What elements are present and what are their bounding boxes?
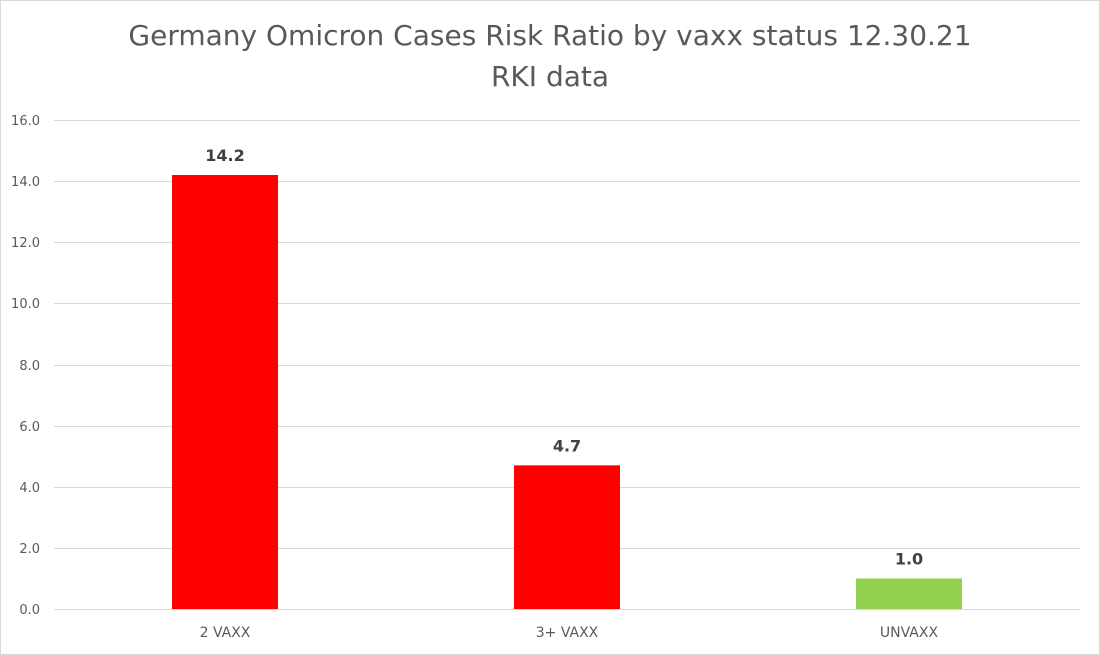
bar-2-vaxx [172,175,278,609]
bar-unvaxx [856,578,962,609]
y-tick-label: 12.0 [11,236,40,251]
data-labels: 14.2 4.7 1.0 [205,146,923,568]
y-axis-ticks: 0.0 2.0 4.0 6.0 8.0 10.0 12.0 14.0 16.0 [11,114,40,618]
y-tick-label: 4.0 [19,481,40,496]
x-axis-ticks: 2 VAXX 3+ VAXX UNVAXX [200,625,939,641]
x-tick-label: UNVAXX [880,625,939,641]
y-tick-label: 0.0 [19,603,40,618]
x-tick-label: 2 VAXX [200,625,251,641]
data-label: 14.2 [205,146,244,165]
y-tick-label: 14.0 [11,175,40,190]
y-tick-label: 6.0 [19,420,40,435]
bars [172,175,962,609]
bar-3-vaxx [514,465,620,609]
x-tick-label: 3+ VAXX [536,625,599,641]
data-label: 1.0 [895,549,923,568]
chart-subtitle: RKI data [490,60,610,93]
chart-title: Germany Omicron Cases Risk Ratio by vaxx… [128,19,972,52]
data-label: 4.7 [553,436,581,455]
y-tick-label: 8.0 [19,359,40,374]
y-tick-label: 10.0 [11,297,40,312]
y-tick-label: 16.0 [11,114,40,129]
y-tick-label: 2.0 [19,542,40,557]
